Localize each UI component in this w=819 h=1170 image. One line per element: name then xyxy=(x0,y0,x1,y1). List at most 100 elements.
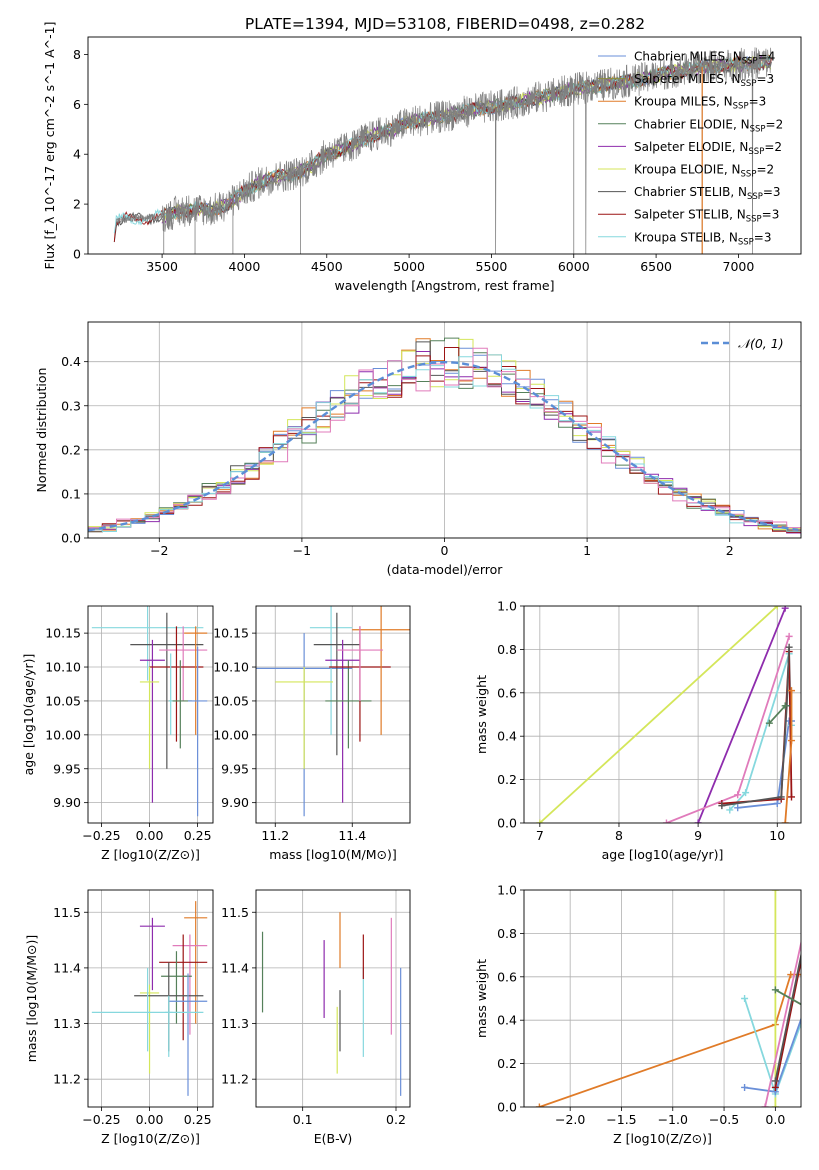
weight-marker xyxy=(803,1002,810,1009)
panels: 3500 4000 4500 5000 5500 6000 6500 7000 0 2 4 6 8 wav… xyxy=(21,22,810,1146)
x-tick-label: 4000 xyxy=(229,259,261,274)
x-tick-label: 6000 xyxy=(558,259,590,274)
y-tick-label: 0.8 xyxy=(497,926,517,941)
plot-area xyxy=(524,606,801,823)
x-axis-label: Z [log10(Z/Z⊙)] xyxy=(613,1131,712,1146)
weight-marker xyxy=(536,819,544,823)
y-tick-label: 11.2 xyxy=(221,1072,249,1087)
panel-residuals: −2 −1 0 1 2 0.0 0.1 0.2 0.3 0.4 (data-model)/error… xyxy=(34,321,802,577)
weight-marker xyxy=(734,791,742,799)
y-tick-label: 0.4 xyxy=(61,354,81,369)
y-tick-label: 6 xyxy=(73,97,81,112)
legend-label: Chabrier ELODIE, NSSP=2 xyxy=(634,117,783,134)
legend-label: Chabrier MILES, NSSP=4 xyxy=(634,50,775,67)
x-tick-label: 5500 xyxy=(476,259,508,274)
y-tick-label: 10.00 xyxy=(45,727,81,742)
x-tick-label: 11.2 xyxy=(261,828,289,843)
x-tick-label: 8 xyxy=(615,828,623,843)
x-tick-label: −2 xyxy=(150,543,168,558)
normal-curve xyxy=(88,360,799,532)
y-tick-label: 0.0 xyxy=(497,816,517,831)
x-tick-label: 9 xyxy=(694,828,702,843)
y-axis-label: Flux [f_λ 10^-17 erg cm^-2 s^-1 A^-1] xyxy=(42,22,57,270)
y-tick-label: 8 xyxy=(73,47,81,62)
x-tick-label: 0.25 xyxy=(184,1112,212,1127)
weight-marker xyxy=(773,606,781,610)
plot-area xyxy=(88,890,213,1107)
y-tick-label: 0.8 xyxy=(497,642,517,657)
weight-marker xyxy=(785,632,793,640)
legend-label: Kroupa ELODIE, NSSP=2 xyxy=(634,163,774,180)
weight-line-chabrier_stelib xyxy=(774,951,801,1082)
x-axis-label: E(B-V) xyxy=(314,1131,353,1146)
weight-marker xyxy=(788,687,796,695)
weight-marker xyxy=(777,793,785,801)
x-axis-label: age [log10(age/yr)] xyxy=(602,847,724,862)
weight-marker xyxy=(761,1103,769,1107)
x-tick-label: 11.4 xyxy=(338,828,366,843)
y-tick-label: 11.3 xyxy=(221,1016,249,1031)
weight-marker xyxy=(773,799,781,807)
x-tick-label: 0.00 xyxy=(136,828,164,843)
y-tick-label: 10.15 xyxy=(213,626,249,641)
y-tick-label: 9.95 xyxy=(53,761,81,776)
y-tick-label: 0.3 xyxy=(61,398,81,413)
y-tick-label: 11.5 xyxy=(53,905,81,920)
weight-marker xyxy=(734,804,742,812)
y-tick-label: 0.4 xyxy=(497,729,517,744)
axes-frame xyxy=(523,889,802,1108)
x-tick-label: 0.25 xyxy=(184,828,212,843)
x-tick-label: 5000 xyxy=(393,259,425,274)
x-tick-label: 0 xyxy=(441,543,449,558)
weight-line-salpeter_stelib xyxy=(774,956,801,1088)
y-tick-label: 10.10 xyxy=(213,660,249,675)
y-tick-label: 0 xyxy=(73,247,81,262)
y-tick-label: 11.2 xyxy=(53,1072,81,1087)
weight-marker xyxy=(662,819,670,823)
weight-marker xyxy=(803,917,810,924)
weight-marker xyxy=(726,806,734,814)
axes-frame xyxy=(523,605,802,824)
weight-marker xyxy=(771,1083,779,1091)
weight-marker xyxy=(771,986,779,994)
axes-frame xyxy=(255,605,411,824)
weight-marker xyxy=(803,1006,810,1013)
y-tick-label: 11.5 xyxy=(221,905,249,920)
x-axis-label: Z [log10(Z/Z⊙)] xyxy=(101,847,200,862)
weight-marker xyxy=(803,971,810,978)
x-tick-label: 10 xyxy=(769,828,785,843)
y-tick-label: 10.05 xyxy=(45,693,81,708)
panel-spectrum: 3500 4000 4500 5000 5500 6000 6500 7000 0 2 4 6 8 wav… xyxy=(42,22,802,293)
y-tick-label: 0.6 xyxy=(497,685,517,700)
x-axis-label: wavelength [Angstrom, rest frame] xyxy=(334,278,554,293)
y-tick-label: 11.4 xyxy=(53,960,81,975)
y-axis-label: Normed distribution xyxy=(34,368,49,493)
weight-line-kroupa_elodie xyxy=(539,606,778,823)
weight-marker xyxy=(803,1004,810,1011)
weight-marker xyxy=(803,928,810,935)
x-tick-label: 0.1 xyxy=(293,1112,313,1127)
x-tick-label: 6500 xyxy=(640,259,672,274)
panel-mass_vs_ebv: 0.1 0.2 11.2 11.3 11.4 11.5 E(B-V) xyxy=(221,889,411,1146)
axes-frame xyxy=(87,321,802,539)
x-tick-label: 0.2 xyxy=(386,1112,406,1127)
y-tick-label: 2 xyxy=(73,197,81,212)
y-tick-label: 0.1 xyxy=(61,486,81,501)
weight-marker xyxy=(781,702,789,710)
plot-area xyxy=(113,47,772,254)
weight-line-chabrier_elodie xyxy=(768,705,786,724)
plot-area xyxy=(256,890,410,1107)
y-tick-label: 4 xyxy=(73,147,81,162)
weight-marker xyxy=(535,1103,543,1107)
x-tick-label: −0.25 xyxy=(82,828,120,843)
weight-marker xyxy=(765,719,773,727)
y-tick-label: 10.05 xyxy=(213,693,249,708)
x-axis-label: Z [log10(Z/Z⊙)] xyxy=(101,1131,200,1146)
x-axis-label: mass [log10(M/M⊙)] xyxy=(269,847,397,862)
y-tick-label: 0.2 xyxy=(497,1056,517,1071)
y-axis-label: mass [log10(M/M⊙)] xyxy=(24,935,39,1063)
y-tick-label: 1.0 xyxy=(497,599,517,614)
x-tick-label: −2.0 xyxy=(555,1112,585,1127)
panel-weight_vs_Z: −2.0 −1.5 −1.0 −0.5 0.0 0.0 0.2 0.4 0.6 0.8 1.0 Z [… xyxy=(474,883,810,1146)
